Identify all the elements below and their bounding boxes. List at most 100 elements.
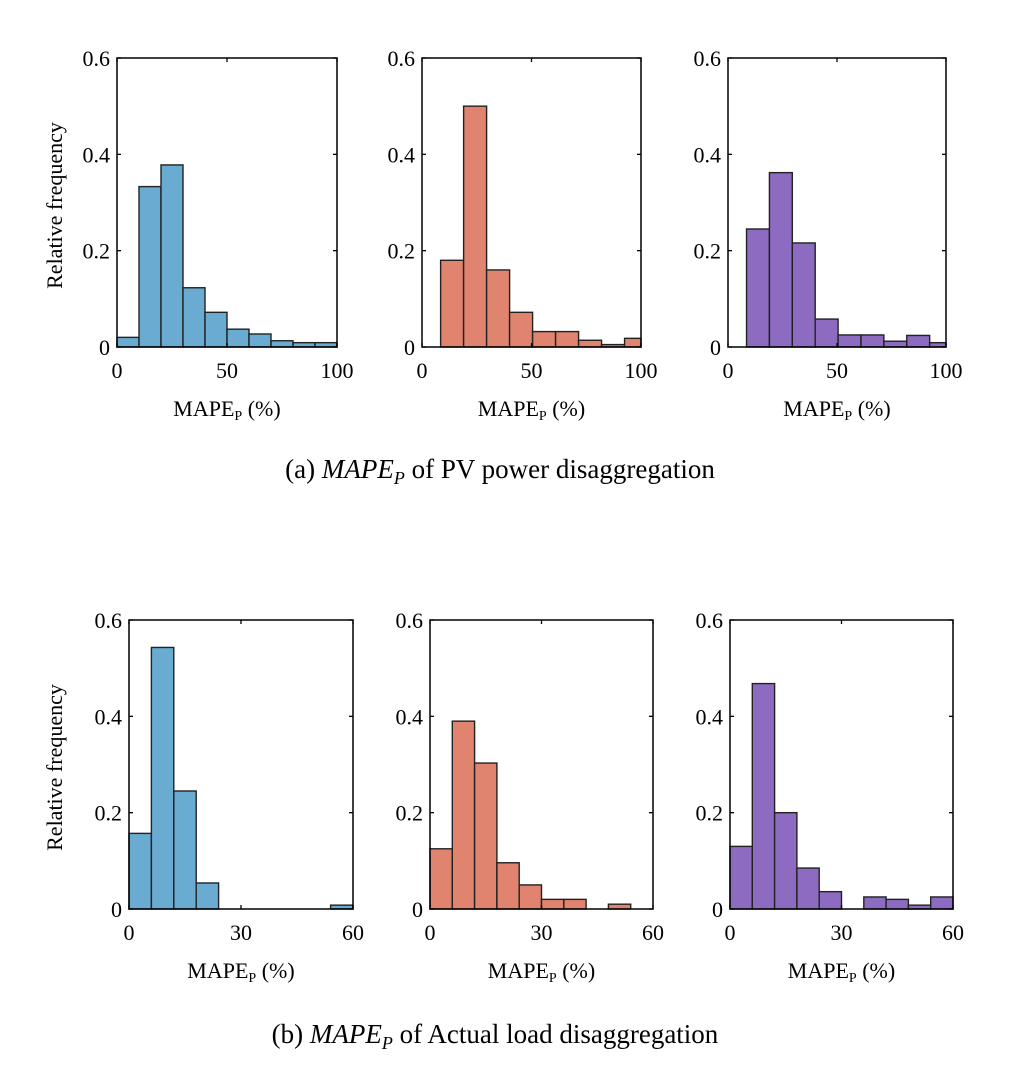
ytick-label: 0.4 <box>396 704 424 729</box>
ytick-label: 0.6 <box>83 46 111 71</box>
xtick-label: 50 <box>216 358 238 383</box>
x-axis-title: MAPEP (%) <box>187 958 294 986</box>
caption-a: (a) MAPEP of PV power disaggregation <box>285 454 715 488</box>
histogram-5: 0 0.2 0.4 0.6 0 30 60 MAPEP (%) <box>396 608 665 986</box>
xtick-label: 30 <box>531 920 553 945</box>
ytick-label: 0.2 <box>694 239 722 264</box>
histogram-1-bar-1 <box>116 336 140 348</box>
histogram-3-bar-5 <box>837 334 862 348</box>
xtick-label: 50 <box>826 358 848 383</box>
histogram-3-bar-8 <box>906 334 931 348</box>
histogram-1-bar-8 <box>270 340 294 348</box>
histogram-3-bar-3 <box>791 242 816 348</box>
xtick-label: 100 <box>625 358 658 383</box>
histogram-6: 0 0.2 0.4 0.6 0 30 60 MAPEP (%) <box>696 608 965 986</box>
histogram-6-bar-2 <box>751 682 776 910</box>
histogram-4-bar-1 <box>128 832 153 910</box>
histogram-2-bar-9 <box>623 337 642 348</box>
xtick-label: 0 <box>112 358 123 383</box>
histogram-6-bar-10 <box>930 896 954 910</box>
histogram-3-bar-6 <box>860 334 885 348</box>
ytick-label: 0.6 <box>396 608 424 633</box>
histogram-6-bar-8 <box>885 898 910 910</box>
histogram-2-bar-2 <box>462 105 488 348</box>
x-axis-title: MAPEP (%) <box>478 396 585 424</box>
y-axis-title: Relative frequency <box>42 684 67 851</box>
histogram-3: 0 0.2 0.4 0.6 0 50 100 MAPEP (%) <box>694 46 963 424</box>
xtick-label: 0 <box>425 920 436 945</box>
histogram-6-bar-5 <box>818 890 843 910</box>
ytick-label: 0 <box>412 897 423 922</box>
xtick-label: 60 <box>942 920 964 945</box>
histogram-2-bar-3 <box>485 269 511 348</box>
ytick-label: 0.4 <box>696 704 724 729</box>
ytick-label: 0.6 <box>694 46 722 71</box>
histogram-1-bar-5 <box>204 311 228 348</box>
x-axis-title: MAPEP (%) <box>173 396 280 424</box>
histogram-5-bar-5 <box>518 884 543 910</box>
histogram-5-bar-7 <box>563 898 587 910</box>
xtick-label: 30 <box>230 920 252 945</box>
ytick-label: 0.2 <box>95 801 123 826</box>
ytick-label: 0.2 <box>696 801 724 826</box>
histogram-1-bar-6 <box>226 328 250 348</box>
xtick-label: 100 <box>321 358 354 383</box>
histogram-6-bar-7 <box>863 896 887 910</box>
histogram-2-bar-7 <box>577 339 603 348</box>
caption-b: (b) MAPEP of Actual load disaggregation <box>272 1019 719 1053</box>
histogram-1-bar-3 <box>160 164 184 348</box>
histogram-2: 0 0.2 0.4 0.6 0 50 100 MAPEP (%) <box>388 46 658 424</box>
histogram-6-bar-3 <box>773 811 798 910</box>
ytick-label: 0.6 <box>95 608 123 633</box>
ytick-label: 0.4 <box>388 142 416 167</box>
ytick-label: 0.2 <box>388 239 416 264</box>
histogram-2-bar-4 <box>508 311 534 348</box>
xtick-label: 0 <box>725 920 736 945</box>
histogram-2-bar-1 <box>439 259 465 348</box>
histogram-6-bar-1 <box>729 845 753 910</box>
histogram-2-bar-5 <box>531 330 557 348</box>
histogram-4-bar-4 <box>195 882 220 910</box>
xtick-label: 50 <box>521 358 543 383</box>
xtick-label: 0 <box>417 358 428 383</box>
histogram-1-bar-2 <box>138 185 162 348</box>
ytick-label: 0.4 <box>95 704 123 729</box>
histogram-5-bar-1 <box>429 848 453 910</box>
histogram-4: 0 0.2 0.4 0.6 0 30 60 MAPEP (%) Relative frequen… <box>42 608 364 986</box>
ytick-label: 0 <box>712 897 723 922</box>
ytick-label: 0 <box>710 335 721 360</box>
x-axis-title: MAPEP (%) <box>783 396 890 424</box>
histogram-2-bar-6 <box>554 330 580 348</box>
xtick-label: 0 <box>723 358 734 383</box>
histogram-1-bar-7 <box>248 333 272 348</box>
histogram-1-bar-4 <box>182 287 206 348</box>
ytick-label: 0.2 <box>396 801 424 826</box>
histogram-3-bar-1 <box>745 228 771 348</box>
xtick-label: 100 <box>930 358 963 383</box>
x-axis-title: MAPEP (%) <box>788 958 895 986</box>
ytick-label: 0.6 <box>388 46 416 71</box>
ytick-label: 0 <box>111 897 122 922</box>
ytick-label: 0.2 <box>83 239 111 264</box>
y-axis-title: Relative frequency <box>42 122 67 289</box>
ytick-label: 0.4 <box>694 142 722 167</box>
histogram-5-bar-2 <box>451 720 476 910</box>
histogram-6-bar-4 <box>796 867 820 910</box>
histogram-5-bar-6 <box>540 898 565 910</box>
ytick-label: 0 <box>99 335 110 360</box>
ytick-label: 0.4 <box>83 142 111 167</box>
histogram-3-bar-7 <box>883 340 908 348</box>
histogram-5-bar-4 <box>496 862 520 910</box>
histogram-4-bar-2 <box>150 646 175 910</box>
histogram-3-bar-2 <box>768 171 794 348</box>
xtick-label: 0 <box>124 920 135 945</box>
histogram-4-bar-3 <box>173 790 197 910</box>
xtick-label: 60 <box>342 920 364 945</box>
ytick-label: 0 <box>404 335 415 360</box>
x-axis-title: MAPEP (%) <box>488 958 595 986</box>
xtick-label: 60 <box>642 920 664 945</box>
ytick-label: 0.6 <box>696 608 724 633</box>
xtick-label: 30 <box>831 920 853 945</box>
histogram-5-bar-3 <box>473 762 498 910</box>
histogram-3-bar-4 <box>814 318 839 348</box>
